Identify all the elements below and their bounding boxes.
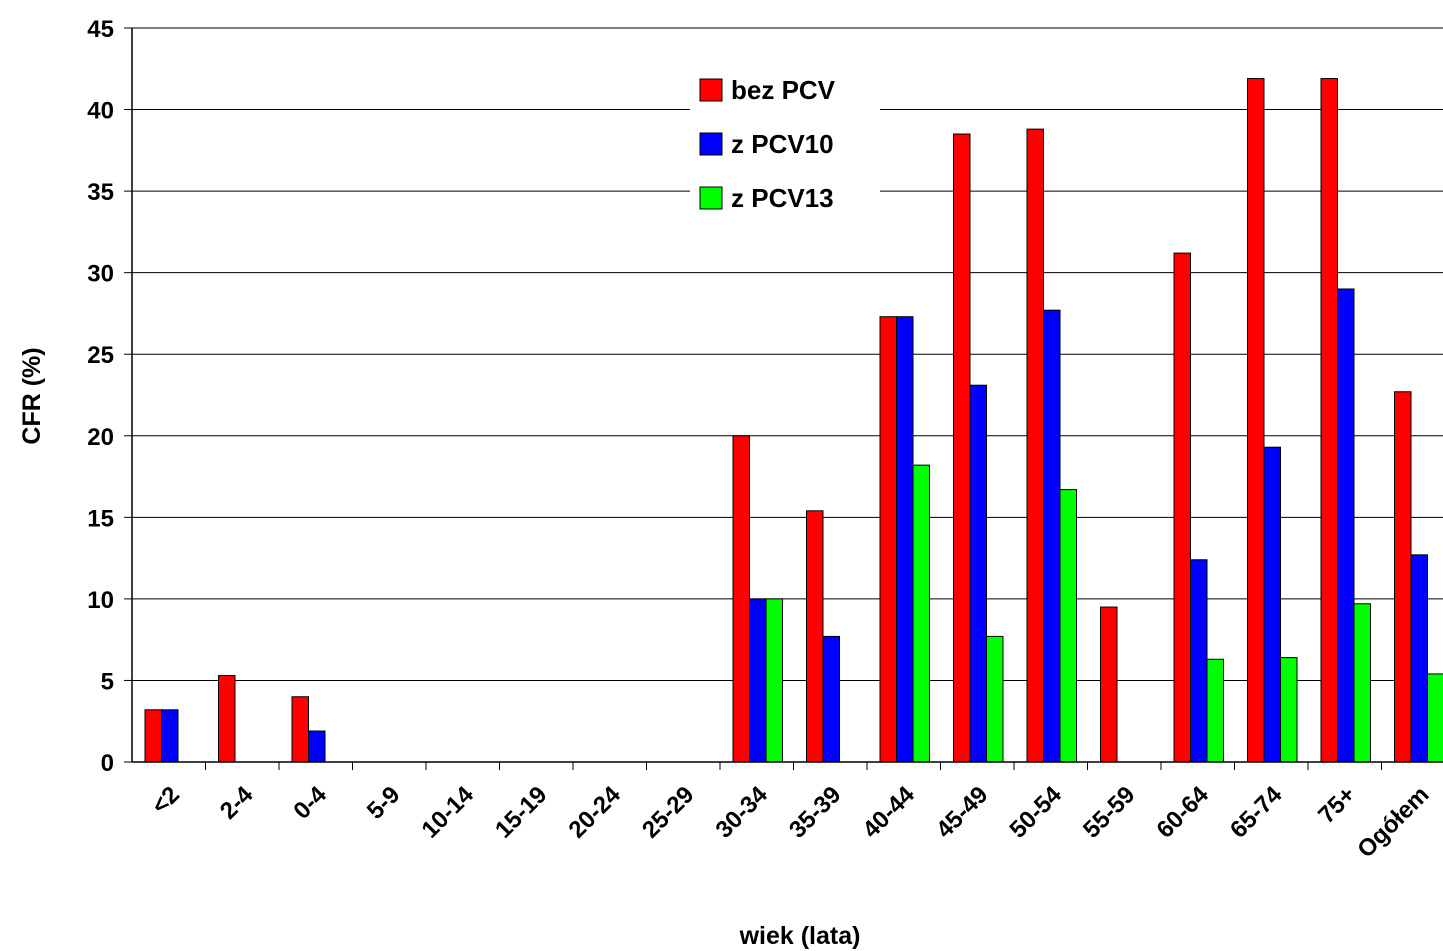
- bar-bez-pcv: [879, 316, 897, 763]
- bar-bez-pcv: [218, 675, 236, 763]
- axes: [131, 28, 1443, 770]
- bars-group: [144, 78, 1443, 763]
- bar-z-pcv10: [749, 598, 767, 763]
- y-tick-label: 5: [101, 668, 114, 695]
- x-tick-label: 25-29: [637, 781, 700, 844]
- legend-swatch: [699, 186, 723, 210]
- bar-z-pcv13: [1206, 658, 1224, 763]
- bar-z-pcv13: [765, 598, 783, 763]
- y-tick-labels: 0 5 10 15 20 25 30 35 40 45: [87, 16, 114, 777]
- bar-z-pcv10: [161, 709, 179, 763]
- bar-z-pcv13: [1059, 489, 1077, 763]
- bar-bez-pcv: [1247, 78, 1265, 763]
- x-tick-labels: <2 2-4 0-4 5-9 10-14 15-19 20-24 25-29 30-34 35-3…: [147, 781, 1435, 864]
- bar-bez-pcv: [1394, 391, 1412, 763]
- y-tick-label: 35: [87, 179, 114, 206]
- x-tick-label: 50-54: [1004, 781, 1067, 844]
- y-tick-label: 45: [87, 16, 114, 43]
- legend: bez PCV z PCV10 z PCV13: [690, 64, 880, 214]
- bar-z-pcv10: [969, 384, 987, 763]
- x-tick-label: <2: [147, 781, 185, 819]
- x-tick-label: 2-4: [215, 781, 259, 825]
- bar-z-pcv13: [1353, 603, 1371, 763]
- bar-bez-pcv: [953, 133, 971, 763]
- bar-bez-pcv: [291, 696, 309, 763]
- x-tick-label: 40-44: [857, 781, 920, 844]
- bar-bez-pcv: [1026, 128, 1044, 763]
- y-tick-label: 10: [87, 587, 114, 614]
- x-axis-title: wiek (lata): [739, 922, 861, 950]
- y-tick-label: 25: [87, 342, 114, 369]
- bar-bez-pcv: [144, 709, 162, 763]
- bar-z-pcv10: [1337, 288, 1355, 763]
- legend-swatch: [699, 78, 723, 102]
- x-tick-label: 55-59: [1078, 781, 1141, 844]
- bar-z-pcv13: [1280, 657, 1298, 763]
- x-tick-label: 75+: [1313, 781, 1361, 829]
- x-tick-label: 30-34: [710, 781, 773, 844]
- y-tick-label: 40: [87, 98, 114, 125]
- x-tick-label: Ogółem: [1352, 781, 1434, 863]
- bar-z-pcv10: [1410, 554, 1428, 763]
- x-tick-label: 20-24: [563, 781, 626, 844]
- bar-z-pcv10: [1190, 559, 1208, 763]
- legend-label: z PCV10: [731, 129, 834, 159]
- bar-bez-pcv: [732, 435, 750, 763]
- y-tick-label: 20: [87, 424, 114, 451]
- x-tick-label: 5-9: [362, 781, 406, 825]
- bar-bez-pcv: [1320, 78, 1338, 763]
- x-tick-label: 0-4: [288, 781, 332, 825]
- x-tick-label: 60-64: [1151, 781, 1214, 844]
- x-tick-label: 15-19: [490, 781, 553, 844]
- legend-swatch: [699, 132, 723, 156]
- bar-z-pcv10: [1043, 309, 1061, 763]
- y-tick-label: 0: [101, 750, 114, 777]
- bar-bez-pcv: [1173, 252, 1191, 763]
- bar-bez-pcv: [806, 510, 824, 763]
- x-tick-label: 65-74: [1225, 781, 1288, 844]
- bar-z-pcv10: [822, 635, 840, 763]
- bar-z-pcv10: [896, 316, 914, 763]
- bar-z-pcv13: [1427, 673, 1443, 763]
- y-axis-title: CFR (%): [18, 347, 46, 444]
- legend-label: z PCV13: [731, 183, 834, 213]
- x-tick-label: 10-14: [416, 781, 479, 844]
- bar-z-pcv10: [308, 730, 326, 763]
- bar-z-pcv10: [1263, 446, 1281, 763]
- x-tick-label: 35-39: [784, 781, 847, 844]
- bar-bez-pcv: [1100, 606, 1118, 763]
- x-tick-label: 45-49: [931, 781, 994, 844]
- y-tick-label: 30: [87, 261, 114, 288]
- bar-z-pcv13: [986, 635, 1004, 763]
- y-tick-label: 15: [87, 505, 114, 532]
- legend-label: bez PCV: [731, 75, 836, 105]
- bar-z-pcv13: [912, 464, 930, 763]
